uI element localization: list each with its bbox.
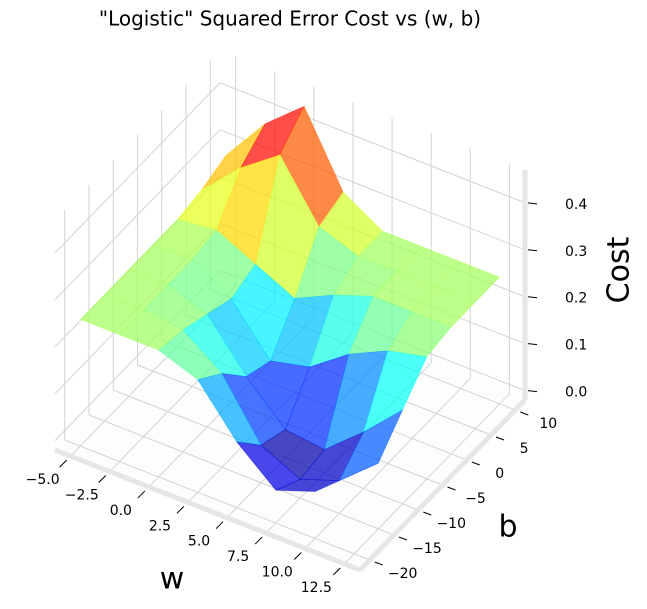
y-tick [447, 486, 456, 491]
x-tick [254, 536, 263, 545]
y-tick-label: 5 [520, 441, 529, 457]
y-tick [495, 436, 505, 441]
y-tick [374, 561, 383, 566]
y-axis-label: b [498, 510, 517, 545]
grid-line [219, 82, 526, 204]
surface-patch [314, 462, 379, 492]
z-tick-label: 0.1 [565, 338, 587, 354]
z-tick [527, 343, 538, 346]
x-tick [333, 567, 341, 576]
x-tick-label: 0.0 [110, 503, 132, 519]
grid-line [64, 439, 370, 561]
grid-line [88, 414, 395, 536]
x-tick [98, 475, 107, 483]
y-tick-label: 0 [495, 466, 504, 482]
z-tick-label: 0.2 [565, 291, 587, 307]
z-tick [527, 296, 538, 299]
grid-line [54, 82, 221, 254]
z-tick-label: 0.3 [565, 244, 587, 260]
x-tick-label: 10.0 [262, 564, 293, 580]
y-tick-label: −5 [465, 491, 486, 507]
y-tick [423, 511, 432, 516]
z-tick-label: 0.4 [565, 197, 587, 213]
z-tick [527, 390, 538, 393]
x-tick-label: −2.5 [65, 488, 99, 504]
x-tick-label: 12.5 [301, 580, 332, 596]
y-tick [398, 536, 408, 541]
z-axis-label: Cost [602, 236, 637, 303]
chart-title: "Logistic" Squared Error Cost vs (w, b) [99, 7, 481, 31]
x-tick-label: 5.0 [188, 534, 210, 550]
grid-line [54, 129, 221, 301]
z-tick [527, 202, 538, 205]
x-tick [215, 521, 224, 530]
x-tick [176, 505, 185, 514]
z-tick-label: 0.0 [565, 385, 587, 401]
y-tick-label: 10 [539, 416, 557, 432]
x-tick [293, 552, 302, 560]
x-axis-line [54, 447, 361, 573]
z-tick [527, 249, 538, 252]
y-tick-label: −20 [388, 566, 418, 582]
y-tick-label: −15 [412, 541, 442, 557]
x-axis-label: w [160, 562, 185, 597]
x-tick-label: −5.0 [26, 472, 60, 488]
y-tick [520, 411, 529, 416]
x-tick [137, 490, 146, 499]
y-tick-label: −10 [436, 516, 466, 532]
x-tick-label: 2.5 [149, 518, 171, 534]
y-axis-line [358, 398, 527, 572]
x-tick [59, 459, 67, 468]
y-tick [471, 461, 480, 466]
x-tick-label: 7.5 [227, 549, 249, 565]
